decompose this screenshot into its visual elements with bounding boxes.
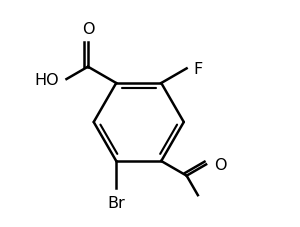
Text: O: O — [82, 22, 94, 36]
Text: O: O — [214, 157, 226, 172]
Text: F: F — [193, 62, 202, 76]
Text: Br: Br — [107, 195, 125, 210]
Text: HO: HO — [34, 72, 58, 87]
